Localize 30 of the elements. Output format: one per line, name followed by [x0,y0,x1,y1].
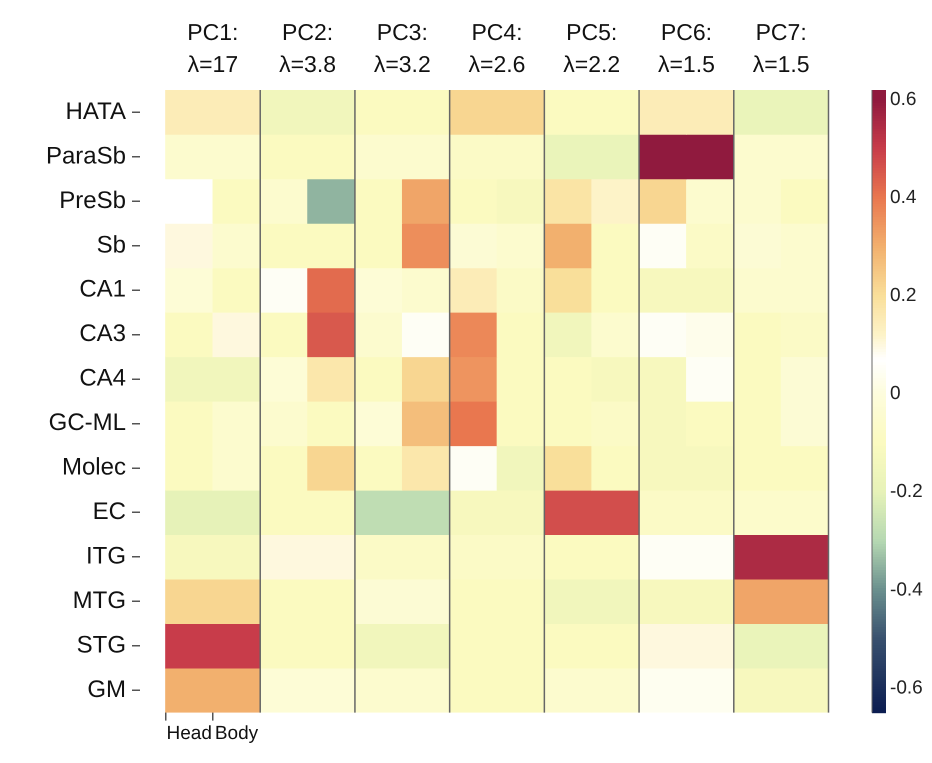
text: PC4: λ=2.6 [468,19,526,77]
y-tick-label: MTG [72,587,126,614]
y-tick-label: STG [76,632,126,659]
color-bar-label: -0.4 [890,579,924,600]
text: PC2: λ=3.8 [279,19,336,77]
text: PC6: λ=1.5 [658,19,715,77]
color-bar-label: 0 [890,383,901,404]
y-tick-label: Molec [62,454,126,481]
y-tick-label: CA1 [79,276,126,303]
color-bar-label: -0.2 [890,481,923,502]
text: PC3: λ=3.2 [374,19,431,77]
y-tick-label: PreSb [59,186,126,214]
y-tick-label: ParaSb [46,142,126,170]
color-bar-label: 0.6 [890,89,916,110]
text: PC1: λ=17 [187,19,238,77]
y-tick-label: EC [92,498,126,526]
y-tick-label: CA4 [79,364,126,392]
y-tick-label: CA3 [79,320,126,348]
x-tick-label: Head [166,723,212,744]
y-tick-label: Sb [96,231,126,258]
text: PC7: λ=1.5 [752,19,810,77]
y-tick-label: GM [87,676,126,703]
color-bar-label: -0.6 [890,677,923,698]
text: PC5: λ=2.2 [563,19,620,77]
y-tick-label: GC-ML [48,409,126,436]
y-tick-label: HATA [66,98,126,125]
x-tick-label: Body [214,723,259,744]
color-bar-label: 0.2 [890,285,916,306]
color-bar-label: 0.4 [890,187,917,208]
y-tick-label: ITG [86,542,126,570]
